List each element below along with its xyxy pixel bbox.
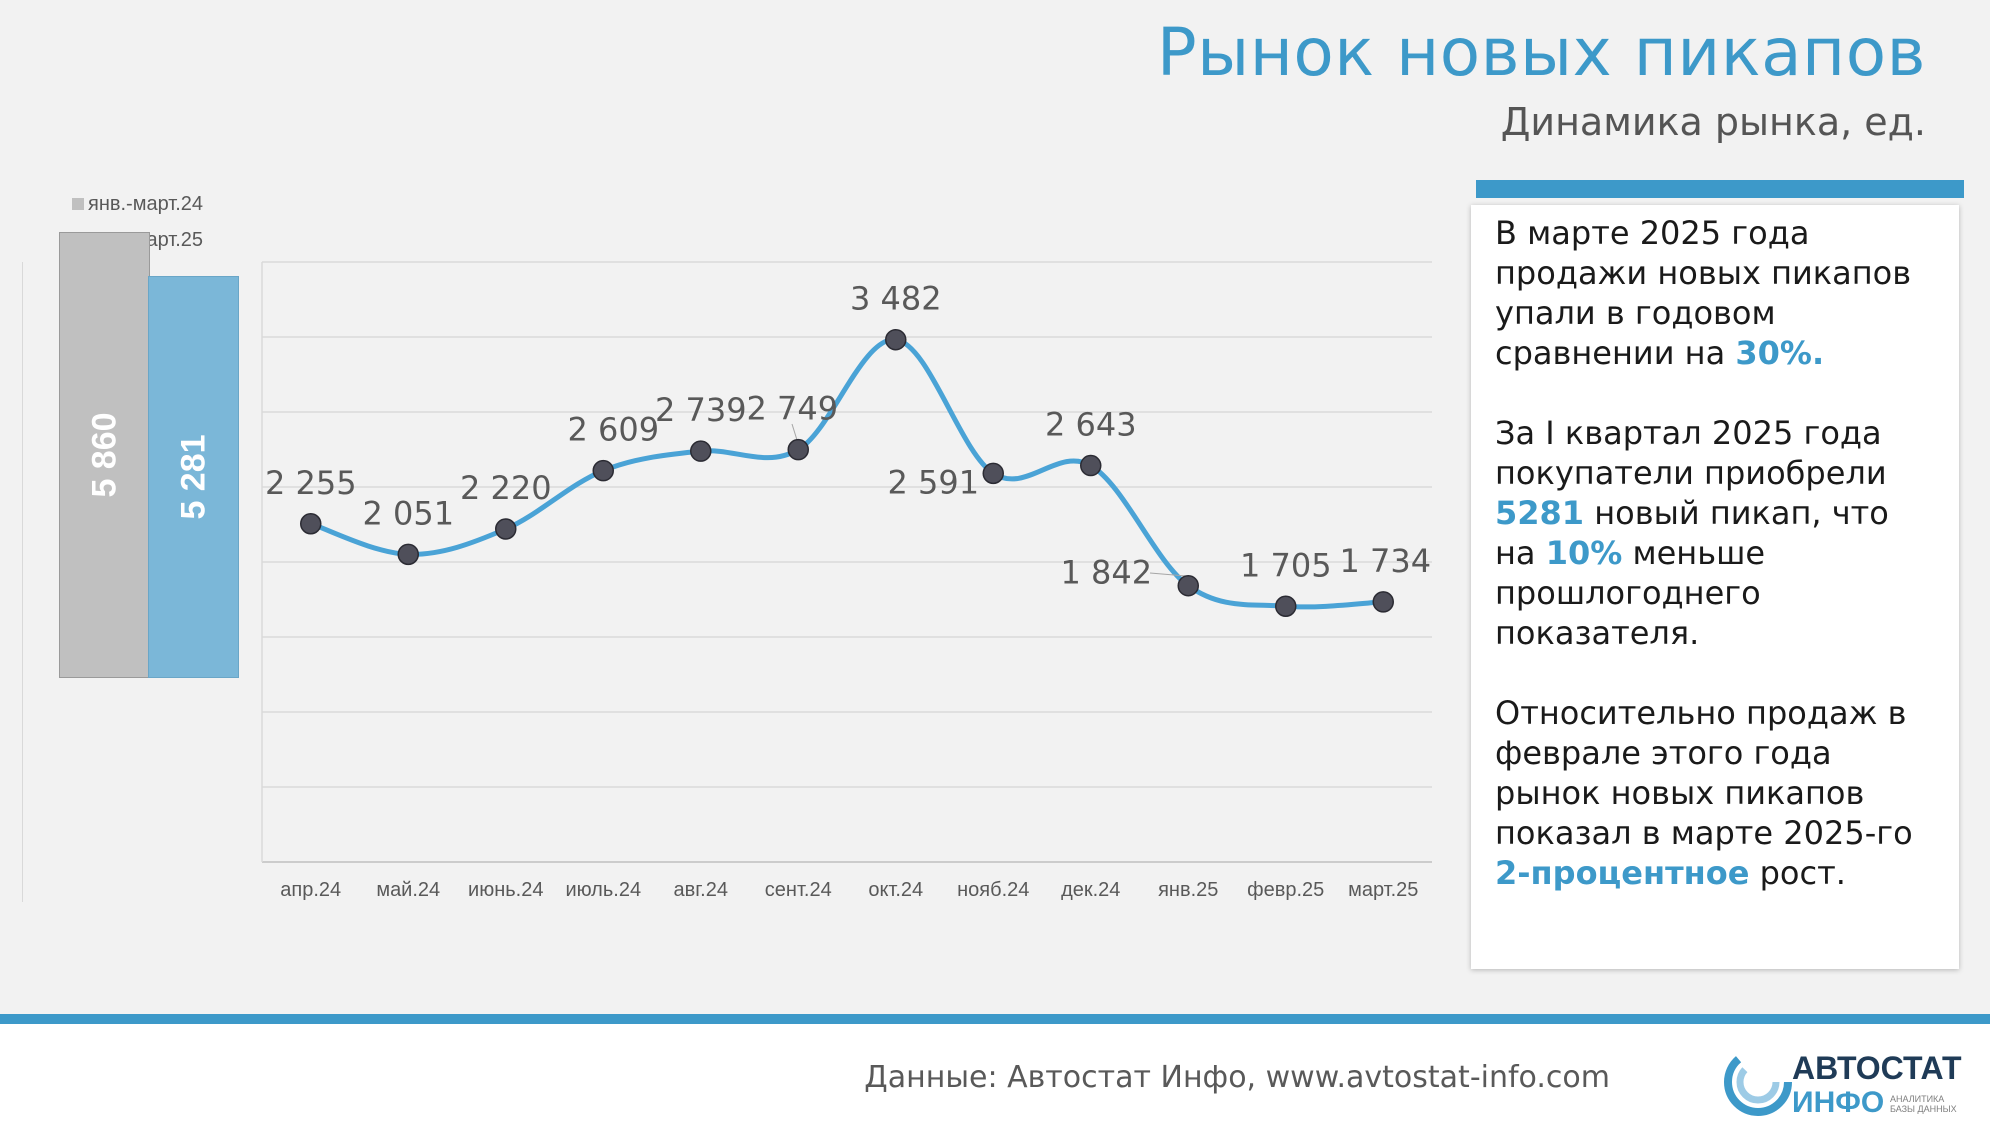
data-label: 2 643: [1045, 406, 1137, 444]
x-tick-label: дек.24: [1061, 879, 1120, 901]
x-tick-label: сент.24: [765, 879, 832, 901]
data-point: [397, 543, 419, 566]
data-label: 3 482: [850, 280, 942, 318]
x-tick-label: апр.24: [280, 879, 341, 901]
summary-bar-chart: 5 860 5 281: [22, 232, 259, 902]
data-point: [300, 513, 322, 535]
data-label: 2 591: [887, 463, 979, 501]
info-paragraph-3: Относительно продаж в феврале этого года…: [1495, 694, 1913, 892]
data-label: 1 705: [1240, 546, 1332, 584]
data-point: [690, 440, 712, 462]
data-label: 2 051: [362, 494, 454, 532]
data-point: [787, 438, 809, 461]
data-label: 2 220: [460, 469, 552, 507]
logo-swirl-icon: [1724, 1048, 1792, 1116]
page-subtitle: Динамика рынка, ед.: [1500, 100, 1926, 144]
data-label: 2 739: [655, 391, 747, 429]
x-tick-label: май.24: [376, 879, 440, 901]
summary-bar-2025: 5 281: [148, 276, 239, 678]
data-label: 2 609: [567, 411, 659, 449]
legend-label-2024: янв.-март.24: [88, 192, 204, 215]
footer-divider: [0, 1014, 1990, 1024]
info-paragraph-1: В марте 2025 года продажи новых пикапов …: [1495, 214, 1912, 372]
data-point: [592, 459, 614, 482]
x-tick-label: февр.25: [1247, 879, 1324, 901]
leader-line: [1149, 572, 1187, 577]
x-tick-label: янв.25: [1158, 879, 1218, 901]
x-tick-label: июль.24: [565, 879, 641, 901]
info-text: В марте 2025 года продажи новых пикапов …: [1495, 213, 1939, 933]
logo-word-top: АВТОСТАТ: [1792, 1050, 1962, 1086]
data-label: 2 255: [265, 464, 357, 502]
data-point: [1275, 595, 1297, 617]
logo-tagline: АНАЛИТИКА БАЗЫ ДАННЫХ: [1890, 1094, 1957, 1114]
info-accent-bar: [1476, 180, 1964, 198]
x-tick-label: июнь.24: [468, 879, 543, 901]
data-point: [885, 328, 907, 351]
info-panel: В марте 2025 года продажи новых пикапов …: [1471, 205, 1959, 969]
logo-word-bottom: ИНФО: [1792, 1086, 1885, 1119]
legend-swatch-2024: [72, 198, 84, 210]
footer: Данные: Автостат Инфо, www.avtostat-info…: [0, 1024, 1990, 1126]
x-tick-label: авг.24: [674, 879, 728, 901]
legend-item-2024: янв.-март.24: [72, 186, 203, 222]
info-paragraph-2: За I квартал 2025 года покупатели приобр…: [1495, 414, 1889, 652]
avtostat-logo: АВТОСТАТ ИНФО АНАЛИТИКА БАЗЫ ДАННЫХ: [1720, 1042, 1970, 1122]
data-label: 1 734: [1339, 542, 1431, 580]
x-tick-label: окт.24: [868, 879, 923, 901]
data-point: [495, 518, 517, 540]
x-tick-label: нояб.24: [957, 879, 1029, 901]
leader-line: [791, 423, 798, 441]
x-tick-label: март.25: [1348, 879, 1418, 901]
data-label: 2 749: [746, 390, 838, 428]
data-point: [982, 462, 1004, 485]
page-title: Рынок новых пикапов: [1156, 14, 1926, 91]
data-point: [1080, 454, 1102, 477]
data-point: [1372, 591, 1394, 613]
source-text: Данные: Автостат Инфо, www.avtostat-info…: [864, 1060, 1610, 1095]
data-point: [1177, 574, 1199, 597]
data-label: 1 842: [1060, 554, 1152, 592]
